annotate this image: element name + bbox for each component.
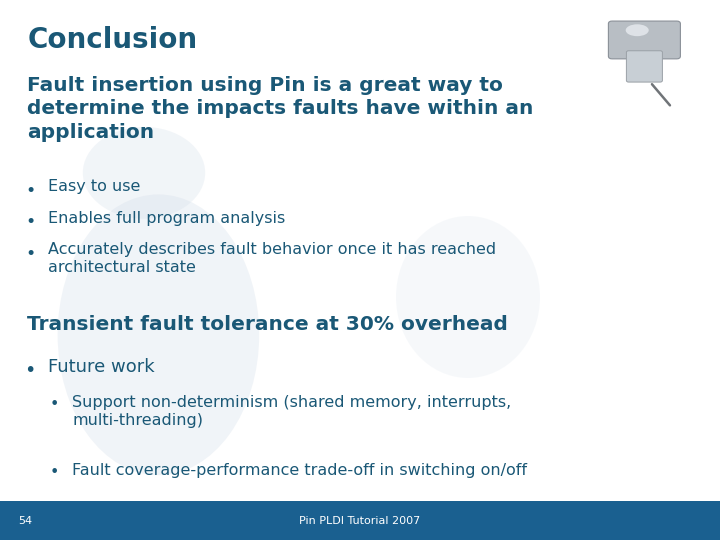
Ellipse shape: [58, 194, 259, 475]
Text: Pin PLDI Tutorial 2007: Pin PLDI Tutorial 2007: [300, 516, 420, 525]
Text: •: •: [25, 213, 35, 231]
Text: Fault coverage-performance trade-off in switching on/off: Fault coverage-performance trade-off in …: [72, 463, 527, 478]
Bar: [0, 501, 720, 540]
Text: •: •: [24, 361, 36, 380]
Text: •: •: [49, 397, 59, 413]
Text: •: •: [25, 182, 35, 200]
Text: Conclusion: Conclusion: [27, 26, 197, 54]
FancyBboxPatch shape: [608, 21, 680, 59]
Text: Support non-determinism (shared memory, interrupts,
multi-threading): Support non-determinism (shared memory, …: [72, 395, 511, 428]
Ellipse shape: [396, 216, 540, 378]
Text: Enables full program analysis: Enables full program analysis: [48, 211, 286, 226]
Text: •: •: [49, 465, 59, 481]
Ellipse shape: [626, 24, 649, 36]
Text: Fault insertion using Pin is a great way to
determine the impacts faults have wi: Fault insertion using Pin is a great way…: [27, 76, 534, 141]
Circle shape: [83, 127, 205, 219]
Text: Transient fault tolerance at 30% overhead: Transient fault tolerance at 30% overhea…: [27, 315, 508, 334]
FancyBboxPatch shape: [626, 51, 662, 82]
Text: Accurately describes fault behavior once it has reached
architectural state: Accurately describes fault behavior once…: [48, 242, 496, 275]
Text: 54: 54: [18, 516, 32, 525]
Text: Future work: Future work: [48, 358, 155, 376]
Text: •: •: [25, 245, 35, 262]
Text: Easy to use: Easy to use: [48, 179, 140, 194]
